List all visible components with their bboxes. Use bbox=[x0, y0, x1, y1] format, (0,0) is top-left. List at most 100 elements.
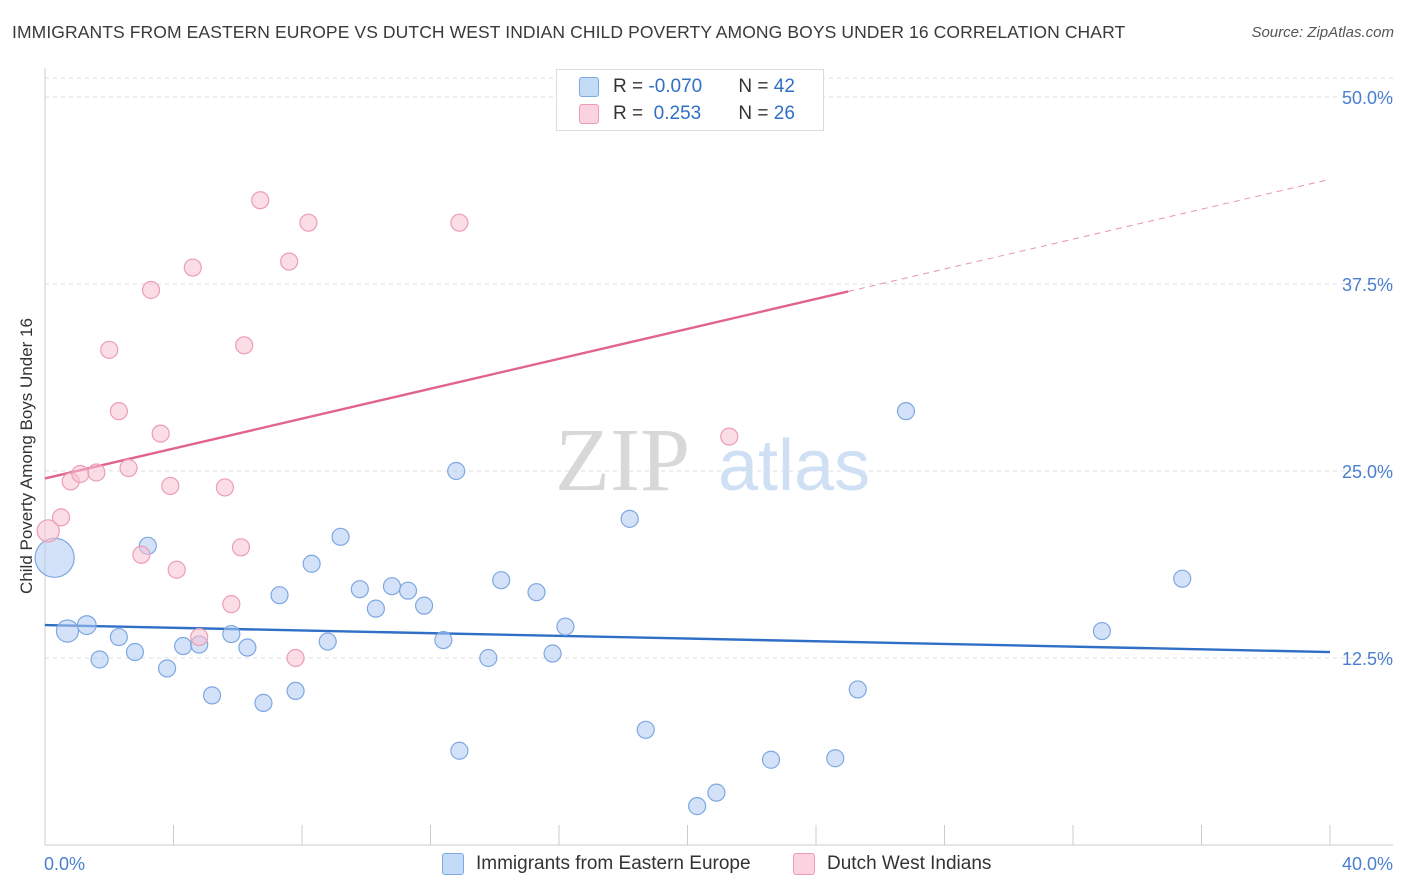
point-pink-24 bbox=[720, 427, 739, 446]
point-blue-4 bbox=[109, 627, 128, 647]
legend-swatch-blue bbox=[579, 77, 599, 97]
point-pink-6 bbox=[109, 402, 128, 421]
point-pink-17 bbox=[231, 538, 251, 557]
watermark-zip: ZIP bbox=[555, 411, 690, 510]
grid-lines bbox=[45, 77, 1393, 659]
point-blue-24 bbox=[434, 630, 453, 650]
point-blue-16 bbox=[302, 554, 321, 573]
point-blue-26 bbox=[450, 741, 469, 760]
trend-line-pink bbox=[44, 290, 849, 480]
point-pink-20 bbox=[280, 252, 299, 271]
point-blue-22 bbox=[398, 581, 418, 600]
point-blue-17 bbox=[318, 632, 337, 651]
x-tick-label-0: 0.0% bbox=[44, 854, 85, 874]
point-blue-32 bbox=[620, 509, 639, 528]
point-pink-10 bbox=[151, 424, 170, 443]
point-blue-5 bbox=[125, 642, 145, 662]
point-pink-16 bbox=[222, 595, 241, 614]
source-label: Source: ZipAtlas.com bbox=[1251, 24, 1394, 41]
point-pink-23 bbox=[450, 213, 469, 232]
point-pink-15 bbox=[215, 478, 234, 497]
watermark: ZIP atlas bbox=[555, 411, 870, 510]
data-points bbox=[34, 191, 1192, 816]
bottom-legend-label-blue: Immigrants from Eastern Europe bbox=[476, 853, 751, 874]
point-blue-1 bbox=[55, 619, 80, 643]
point-blue-38 bbox=[848, 680, 867, 699]
point-blue-15 bbox=[286, 681, 305, 701]
trend-line-pink-extension bbox=[848, 178, 1331, 292]
legend-r-label-blue: R = bbox=[613, 76, 649, 97]
point-pink-13 bbox=[183, 258, 202, 277]
point-blue-14 bbox=[270, 586, 289, 605]
point-pink-9 bbox=[141, 280, 161, 300]
point-pink-12 bbox=[167, 560, 186, 579]
trend-lines bbox=[44, 178, 1331, 654]
bottom-legend-swatch-pink bbox=[793, 853, 815, 875]
legend-row-pink: R = 0.253 N = 26 bbox=[579, 102, 795, 126]
y-axis-label: Child Poverty Among Boys Under 16 bbox=[17, 318, 36, 594]
point-pink-7 bbox=[119, 458, 138, 478]
point-blue-37 bbox=[826, 749, 845, 768]
bottom-legend-pink: Dutch West Indians bbox=[793, 852, 991, 876]
point-pink-5 bbox=[100, 340, 119, 359]
point-pink-0 bbox=[36, 519, 60, 543]
trend-line-blue bbox=[44, 623, 1331, 654]
legend-n-value-blue: 42 bbox=[773, 76, 795, 97]
point-blue-7 bbox=[157, 659, 177, 678]
point-blue-2 bbox=[76, 615, 97, 636]
point-blue-20 bbox=[366, 599, 385, 618]
point-blue-21 bbox=[382, 577, 402, 596]
point-pink-22 bbox=[299, 213, 318, 232]
legend-r-value-blue: -0.070 bbox=[648, 76, 703, 97]
bottom-legend-swatch-blue bbox=[442, 853, 464, 875]
point-pink-4 bbox=[87, 463, 106, 482]
legend-row-blue: R = -0.070 N = 42 bbox=[579, 75, 795, 99]
bottom-legend-blue: Immigrants from Eastern Europe bbox=[442, 852, 751, 876]
point-pink-1 bbox=[51, 508, 71, 527]
point-blue-13 bbox=[254, 693, 273, 712]
point-blue-34 bbox=[688, 797, 707, 816]
point-pink-19 bbox=[251, 191, 270, 210]
y-tick-label-2: 37.5% bbox=[1342, 275, 1393, 295]
point-blue-19 bbox=[350, 580, 369, 599]
point-blue-40 bbox=[1092, 621, 1112, 641]
chart-title: IMMIGRANTS FROM EASTERN EUROPE VS DUTCH … bbox=[12, 22, 1126, 42]
point-blue-11 bbox=[222, 624, 241, 644]
point-blue-27 bbox=[479, 648, 498, 668]
point-blue-10 bbox=[202, 686, 222, 705]
point-blue-12 bbox=[238, 638, 257, 657]
point-blue-31 bbox=[556, 617, 575, 636]
correlation-legend: R = -0.070 N = 42 R = 0.253 N = 26 bbox=[556, 69, 824, 131]
legend-n-value-pink: 26 bbox=[773, 103, 795, 124]
point-blue-3 bbox=[90, 650, 109, 669]
y-tick-label-0: 12.5% bbox=[1342, 649, 1393, 669]
x-tick-label-1: 40.0% bbox=[1342, 854, 1393, 874]
point-blue-8 bbox=[174, 636, 193, 656]
point-blue-33 bbox=[636, 720, 655, 739]
y-tick-label-3: 50.0% bbox=[1342, 88, 1393, 108]
legend-n-label-pink: N = bbox=[738, 103, 774, 124]
legend-r-value-pink: 0.253 bbox=[648, 103, 702, 124]
point-blue-25 bbox=[447, 461, 466, 481]
point-pink-18 bbox=[235, 336, 254, 355]
point-blue-18 bbox=[331, 527, 350, 546]
point-blue-28 bbox=[492, 571, 511, 590]
point-pink-14 bbox=[190, 627, 209, 647]
point-blue-35 bbox=[707, 783, 726, 802]
y-tick-label-1: 25.0% bbox=[1342, 462, 1393, 482]
point-pink-8 bbox=[132, 545, 151, 564]
point-blue-41 bbox=[1173, 569, 1192, 588]
tick-labels: 12.5% 25.0% 37.5% 50.0% 0.0% 40.0% bbox=[44, 88, 1393, 874]
point-pink-3 bbox=[71, 464, 90, 484]
point-pink-21 bbox=[286, 648, 305, 668]
point-pink-11 bbox=[161, 476, 180, 496]
axes bbox=[44, 68, 1393, 846]
point-blue-29 bbox=[527, 583, 546, 602]
point-blue-23 bbox=[414, 596, 434, 615]
bottom-legend-label-pink: Dutch West Indians bbox=[827, 853, 992, 874]
watermark-atlas: atlas bbox=[718, 426, 870, 506]
point-blue-0 bbox=[34, 537, 75, 578]
legend-r-label-pink: R = bbox=[613, 103, 649, 124]
legend-swatch-pink bbox=[579, 104, 599, 124]
